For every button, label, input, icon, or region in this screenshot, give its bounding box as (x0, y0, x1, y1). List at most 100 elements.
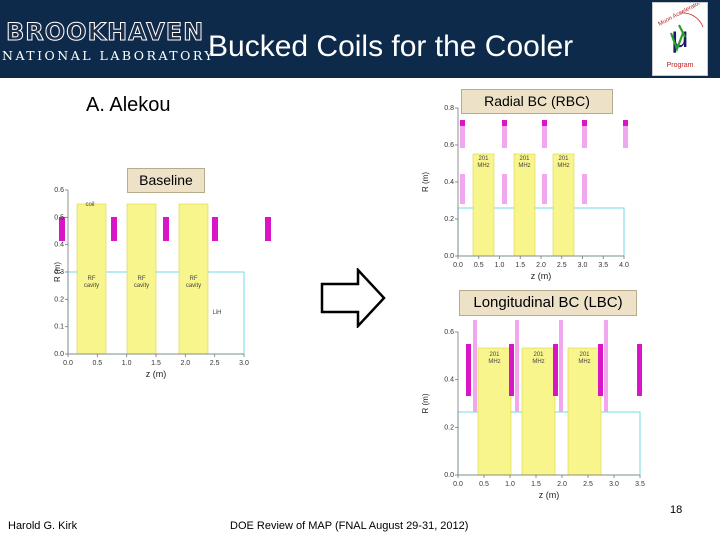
y-tick-label: 0.4 (444, 179, 454, 186)
cavity-label: 201 (489, 352, 500, 358)
lab-name: BROOKHAVEN (5, 18, 205, 47)
y-tick-label: 0.2 (54, 296, 64, 303)
x-tick-label: 0.5 (92, 360, 102, 367)
coil (582, 174, 587, 204)
logo-line2: Program (667, 62, 694, 69)
y-tick-label: 0.8 (444, 105, 454, 112)
coil (542, 174, 547, 204)
x-tick-label: 2.0 (536, 262, 546, 269)
coil (623, 120, 628, 148)
lbc-label: Longitudinal BC (LBC) (459, 290, 637, 316)
x-tick-label: 1.5 (531, 481, 541, 488)
x-tick-label: 0.0 (453, 262, 463, 269)
x-tick-label: 2.0 (180, 360, 190, 367)
y-tick-label: 0.0 (54, 351, 64, 358)
x-tick-label: 0.0 (63, 360, 73, 367)
y-tick-label: 0.0 (444, 253, 454, 260)
coil (604, 320, 608, 412)
y-tick-label: 0.4 (444, 377, 454, 384)
x-tick-label: 3.0 (578, 262, 588, 269)
cavity-label: cavity (134, 283, 149, 289)
x-tick-label: 3.5 (598, 262, 608, 269)
rf-cavity (552, 153, 575, 257)
cavity-label: 201 (558, 156, 569, 162)
cavity-label: 201 (519, 156, 530, 162)
rf-cavity (477, 347, 512, 476)
cavity-label: 201 (533, 352, 544, 358)
y-tick-label: 0.6 (444, 329, 454, 336)
x-tick-label: 1.5 (151, 360, 161, 367)
coil (460, 174, 465, 204)
coil (502, 120, 507, 148)
x-tick-label: 3.5 (635, 481, 645, 488)
cavity-label: cavity (186, 283, 201, 289)
rf-cavity (513, 153, 536, 257)
slide-title: Bucked Coils for the Cooler (208, 30, 574, 63)
y-axis-label: R (m) (54, 262, 62, 282)
y-tick-label: 0.5 (54, 214, 64, 221)
x-tick-label: 1.0 (505, 481, 515, 488)
y-tick-label: 0.4 (54, 242, 64, 249)
rf-cavity (76, 203, 107, 355)
x-axis-label: z (m) (531, 271, 552, 281)
cavity-label: MHz (532, 359, 544, 365)
x-tick-label: 4.0 (619, 262, 629, 269)
footer-author: Harold G. Kirk (8, 520, 78, 532)
brookhaven-logo: BROOKHAVEN NATIONAL LABORATORY (0, 8, 213, 70)
coil (623, 120, 628, 126)
coil (559, 320, 563, 412)
y-axis-label: R (m) (421, 393, 430, 413)
coil (553, 344, 558, 396)
coil (466, 344, 471, 396)
cavity-label: RF (138, 276, 146, 282)
coil (502, 174, 507, 204)
rf-cavity (472, 153, 495, 257)
coil (515, 320, 519, 412)
cavity-label: MHz (488, 359, 500, 365)
cavity-label: 201 (478, 156, 489, 162)
baseline-label: Baseline (127, 168, 205, 193)
rf-cavity (521, 347, 556, 476)
cavity-label: MHz (557, 163, 569, 169)
coil-label: coil (85, 202, 94, 208)
y-tick-label: 0.3 (54, 269, 64, 276)
coil (59, 217, 65, 241)
x-tick-label: 3.0 (239, 360, 249, 367)
x-tick-label: 2.5 (583, 481, 593, 488)
coil (582, 120, 587, 126)
coil (212, 217, 218, 241)
cavity-label: MHz (518, 163, 530, 169)
y-tick-label: 0.2 (444, 424, 454, 431)
cavity-label: MHz (477, 163, 489, 169)
x-tick-label: 1.0 (122, 360, 132, 367)
y-axis-label: R (m) (421, 172, 430, 192)
y-tick-label: 0.2 (444, 216, 454, 223)
x-tick-label: 1.0 (495, 262, 505, 269)
lih-label: LiH (212, 310, 221, 316)
x-axis-label: z (m) (539, 490, 560, 500)
cavity-label: cavity (84, 283, 99, 289)
cavity-label: 201 (579, 352, 590, 358)
author-name: A. Alekou (86, 94, 171, 116)
coil (111, 217, 117, 241)
x-tick-label: 1.5 (515, 262, 525, 269)
x-tick-label: 2.0 (557, 481, 567, 488)
x-tick-label: 3.0 (609, 481, 619, 488)
cavity-label: RF (88, 276, 96, 282)
rf-cavity (567, 347, 602, 476)
title-bar: BROOKHAVEN NATIONAL LABORATORY Bucked Co… (0, 0, 720, 78)
coil (163, 217, 169, 241)
y-tick-label: 0.6 (444, 142, 454, 149)
lab-subtitle: NATIONAL LABORATORY (2, 48, 216, 63)
right-arrow-icon (320, 268, 386, 328)
page-number: 18 (670, 504, 683, 516)
x-tick-label: 0.5 (474, 262, 484, 269)
coil (502, 120, 507, 126)
coil (265, 217, 271, 241)
coil (460, 120, 465, 148)
y-tick-label: 0.1 (54, 324, 64, 331)
coil (473, 320, 477, 412)
